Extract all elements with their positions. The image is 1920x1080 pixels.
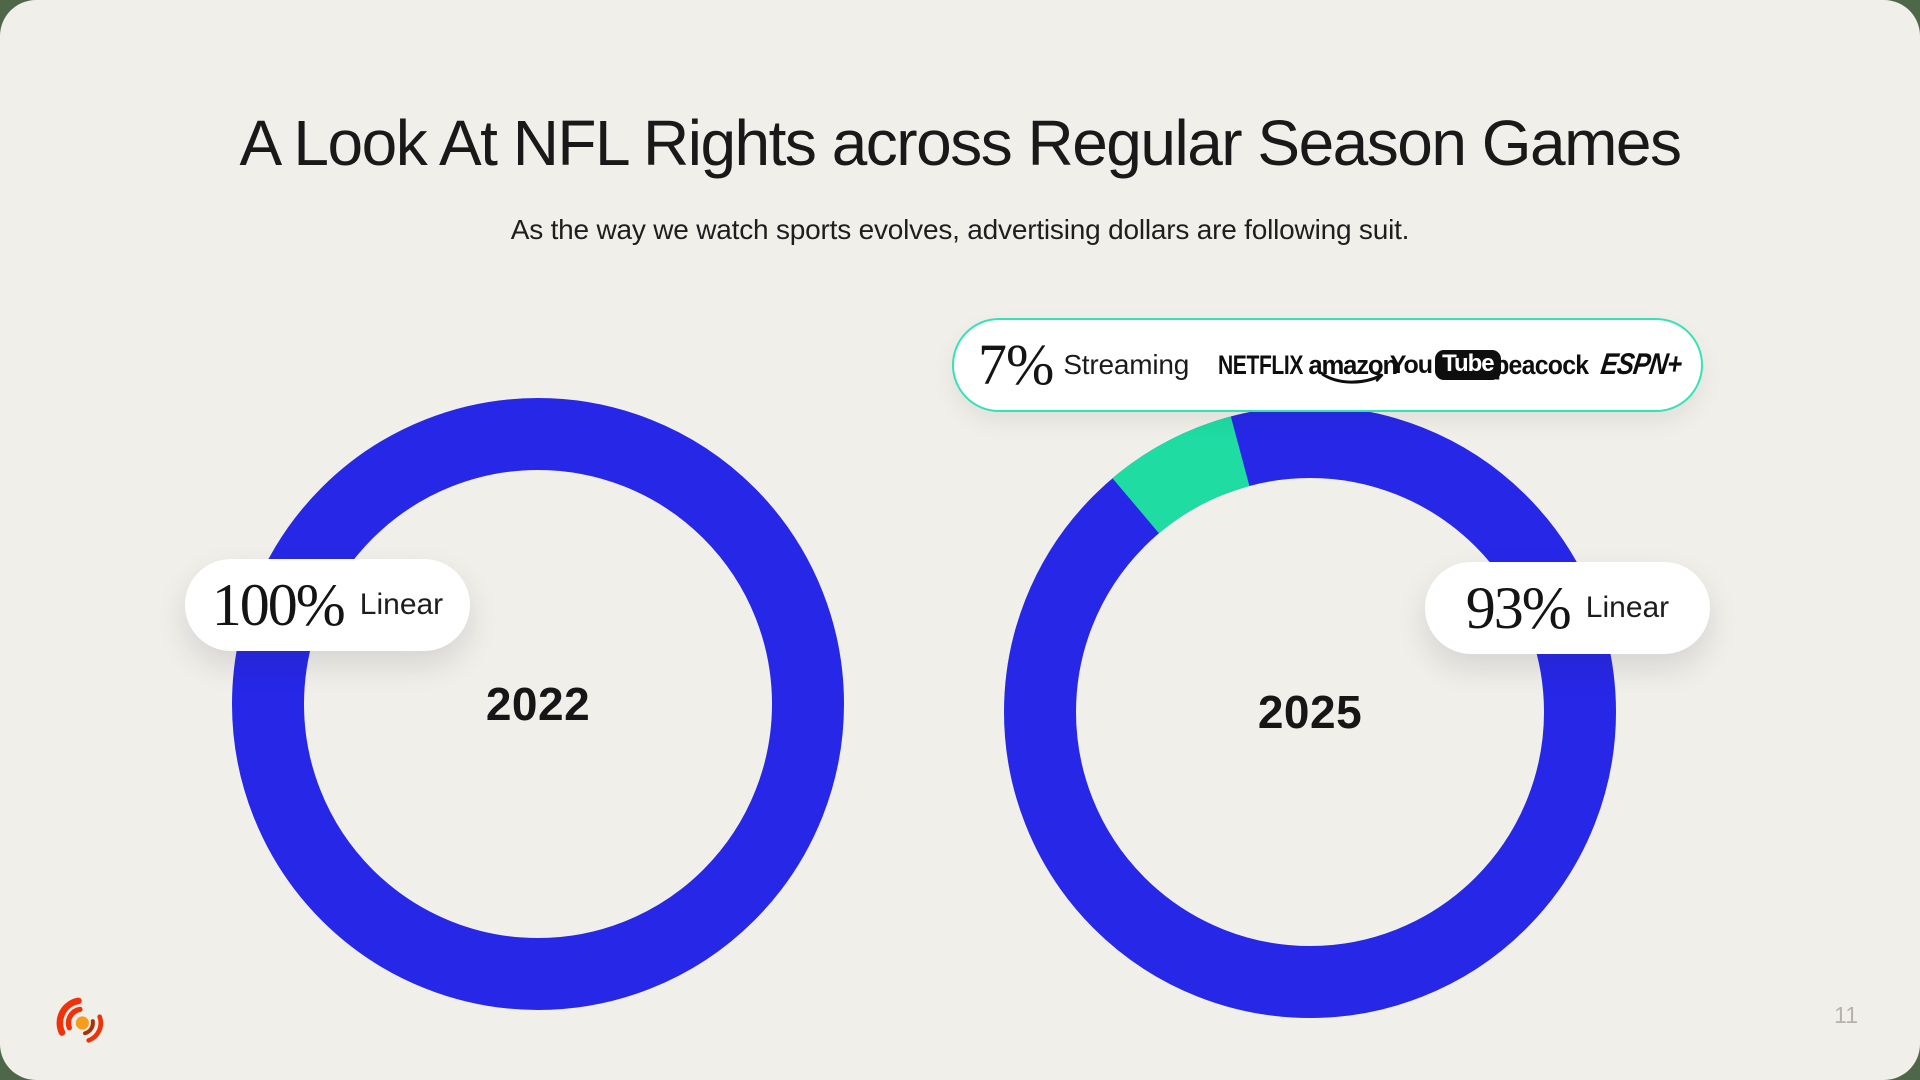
linear-percent-2022: 100% — [211, 572, 346, 638]
linear-badge-2025: 93% Linear — [1425, 562, 1710, 654]
streaming-callout: 7% Streaming NETFLIX amazon You Tube pea… — [952, 318, 1703, 412]
page-title: A Look At NFL Rights across Regular Seas… — [239, 107, 1682, 179]
linear-percent-2025: 93% — [1465, 575, 1572, 641]
donut-year-label-2025: 2025 — [1257, 686, 1363, 738]
donut-chart-2025 — [1004, 406, 1616, 1018]
peacock-logo: peacock — [1494, 349, 1589, 380]
donut-year-label-2022: 2022 — [485, 678, 591, 730]
amazon-smile-icon — [1321, 372, 1384, 384]
page-subtitle: As the way we watch sports evolves, adve… — [510, 214, 1410, 245]
page-number: 11 — [1834, 1002, 1858, 1028]
linear-badge-2022: 100% Linear — [185, 559, 470, 651]
espn-plus-logo: ESPN+ — [1598, 348, 1684, 381]
netflix-logo: NETFLIX — [1217, 349, 1303, 380]
youtube-logo: You Tube — [1390, 350, 1501, 380]
streaming-percent: 7% — [978, 332, 1054, 397]
linear-label-2025: Linear — [1585, 591, 1670, 624]
linear-segment-2025 — [1004, 406, 1616, 1018]
streaming-segment-2025 — [1112, 416, 1251, 534]
streaming-label: Streaming — [1063, 349, 1190, 380]
linear-segment-2022 — [232, 398, 844, 1010]
amazon-logo: amazon — [1308, 351, 1398, 384]
donut-chart-2022 — [232, 398, 844, 1010]
linear-label-2022: Linear — [359, 588, 444, 621]
company-logo-icon — [56, 997, 104, 1043]
